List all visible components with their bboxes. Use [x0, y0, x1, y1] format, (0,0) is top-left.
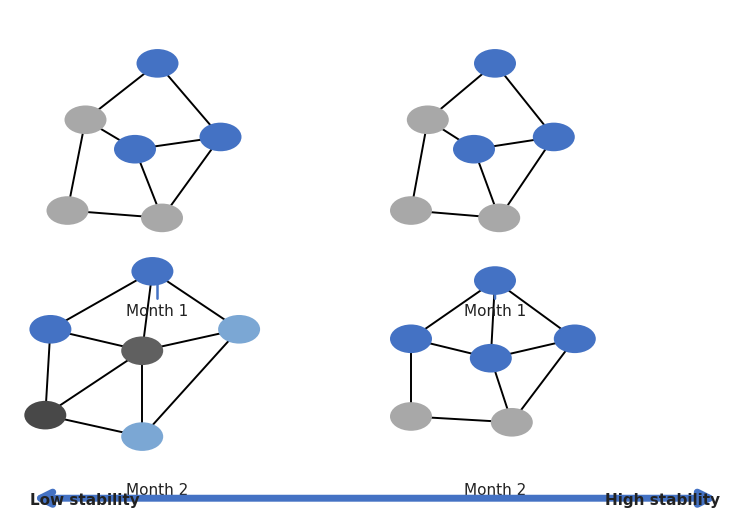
Text: Month 2: Month 2 — [126, 483, 189, 498]
Circle shape — [474, 49, 516, 78]
Circle shape — [136, 49, 178, 78]
Circle shape — [122, 336, 164, 365]
Circle shape — [200, 123, 242, 151]
Circle shape — [131, 257, 173, 286]
Circle shape — [46, 196, 88, 225]
Text: Month 2: Month 2 — [464, 483, 526, 498]
Text: Month 1: Month 1 — [464, 304, 526, 319]
Circle shape — [470, 344, 512, 373]
Circle shape — [218, 315, 260, 343]
Circle shape — [390, 196, 432, 225]
Circle shape — [24, 401, 66, 429]
Circle shape — [390, 324, 432, 353]
Circle shape — [114, 135, 156, 164]
Circle shape — [390, 402, 432, 431]
Circle shape — [141, 203, 183, 232]
Circle shape — [29, 315, 71, 343]
Circle shape — [474, 266, 516, 295]
Text: Low stability: Low stability — [30, 494, 140, 508]
Circle shape — [532, 123, 574, 151]
Circle shape — [453, 135, 495, 164]
Circle shape — [64, 105, 106, 134]
Circle shape — [478, 203, 520, 232]
Circle shape — [406, 105, 448, 134]
Text: High stability: High stability — [604, 494, 720, 508]
Circle shape — [554, 324, 596, 353]
Text: Month 1: Month 1 — [126, 304, 189, 319]
Circle shape — [122, 422, 164, 451]
Circle shape — [490, 408, 532, 436]
